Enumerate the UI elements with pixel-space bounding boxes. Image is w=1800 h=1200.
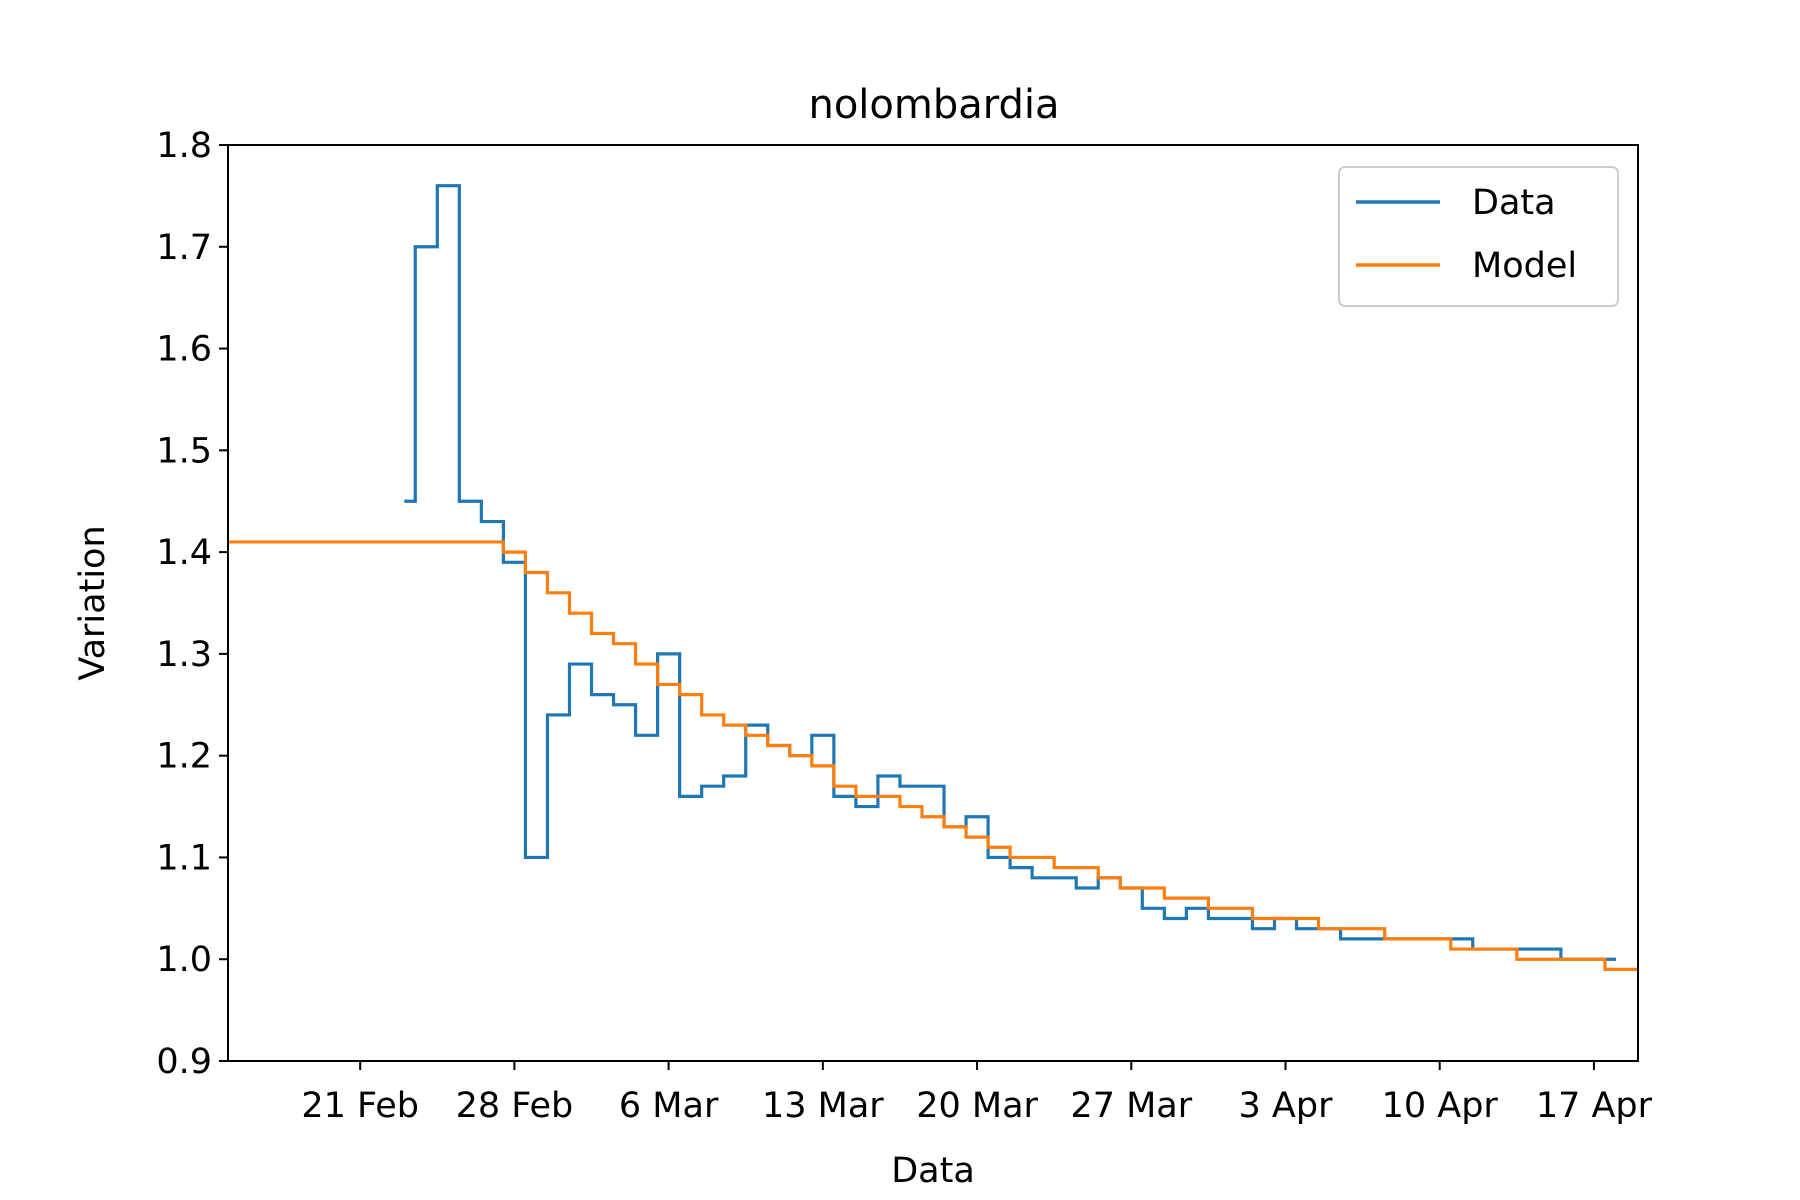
y-tick-label: 1.0 bbox=[156, 940, 212, 980]
y-tick-label: 1.7 bbox=[156, 228, 212, 268]
x-tick-label: 28 Feb bbox=[456, 1086, 574, 1126]
y-tick-label: 1.6 bbox=[156, 330, 212, 370]
y-tick-label: 1.8 bbox=[156, 126, 212, 166]
x-axis: 21 Feb 28 Feb 6 Mar 13 Mar 20 Mar 27 Mar 3 Apr… bbox=[301, 1061, 1653, 1126]
y-tick-label: 1.2 bbox=[156, 737, 212, 777]
legend-label-model: Model bbox=[1472, 246, 1577, 286]
y-axis: 0.9 1.0 1.1 1.2 1.3 1.4 1.5 1.6 1.7 1.8 bbox=[156, 126, 228, 1082]
series-line-model bbox=[228, 540, 1638, 971]
y-tick-label: 1.3 bbox=[156, 635, 212, 675]
x-tick-label: 20 Mar bbox=[916, 1086, 1038, 1126]
x-tick-label: 17 Apr bbox=[1536, 1086, 1653, 1126]
y-tick-label: 1.1 bbox=[156, 838, 212, 878]
x-tick-label: 21 Feb bbox=[301, 1086, 419, 1126]
series-layer bbox=[228, 184, 1638, 971]
chart-title: nolombardia bbox=[808, 82, 1059, 128]
legend-label-data: Data bbox=[1472, 183, 1556, 223]
y-tick-label: 1.4 bbox=[156, 533, 212, 573]
y-axis-label: Variation bbox=[73, 525, 113, 680]
legend: Data Model bbox=[1338, 166, 1619, 307]
x-tick-label: 27 Mar bbox=[1070, 1086, 1192, 1126]
x-tick-label: 3 Apr bbox=[1239, 1086, 1334, 1126]
y-tick-label: 1.5 bbox=[156, 431, 212, 471]
x-axis-label: Data bbox=[891, 1151, 975, 1191]
x-tick-label: 10 Apr bbox=[1382, 1086, 1499, 1126]
x-tick-label: 6 Mar bbox=[619, 1086, 719, 1126]
x-tick-label: 13 Mar bbox=[762, 1086, 884, 1126]
y-tick-label: 0.9 bbox=[156, 1042, 212, 1082]
plot-frame bbox=[227, 144, 1639, 1062]
